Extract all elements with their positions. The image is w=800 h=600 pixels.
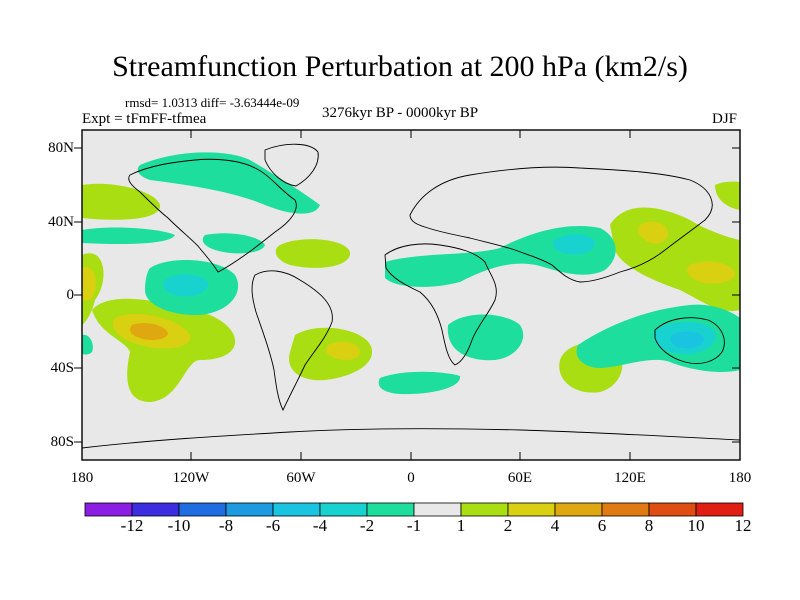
colorbar (84, 502, 744, 517)
colorbar-label: -10 (167, 516, 191, 535)
colorbar-swatch (695, 502, 744, 517)
y-label-0: 0 (66, 287, 75, 303)
season-label: DJF (712, 111, 738, 127)
contour-region (82, 334, 93, 355)
colorbar-swatch (131, 502, 180, 517)
contour-region (715, 181, 740, 210)
colorbar-label: -8 (218, 516, 234, 535)
stats-text: rmsd= 1.0313 diff= -3.63444e-09 (125, 95, 300, 110)
x-label-60e: 60E (507, 470, 533, 486)
coastline-eurasia (409, 166, 713, 283)
coastlines (82, 143, 740, 449)
contour-region (637, 221, 668, 244)
contour-region (326, 341, 360, 360)
contour-region (202, 233, 265, 254)
colorbar-swatch (84, 502, 133, 517)
colorbar-swatch (507, 502, 556, 517)
colorbar-swatch (225, 502, 274, 517)
contour-region (275, 239, 351, 268)
colorbar-swatch (366, 502, 415, 517)
colorbar-swatch (178, 502, 227, 517)
colorbar-label: -2 (359, 516, 375, 535)
contour-region (82, 267, 96, 301)
coastline-greenland (264, 143, 319, 187)
colorbar-swatch (601, 502, 650, 517)
contour-region (670, 331, 705, 349)
colorbar-label: -6 (265, 516, 281, 535)
colorbar-swatch (319, 502, 368, 517)
y-label-40s: 40S (50, 360, 74, 376)
colorbar-label: 6 (597, 516, 607, 535)
colorbar-swatch (413, 502, 462, 517)
colorbar-swatch (272, 502, 321, 517)
x-label-60w: 60W (286, 470, 316, 486)
x-label-0: 0 (407, 470, 415, 486)
colorbar-label: -12 (120, 516, 144, 535)
plot-title: Streamfunction Perturbation at 200 hPa (… (112, 50, 688, 83)
x-label-180w: 180 (70, 470, 94, 486)
contour-region (447, 314, 524, 361)
contour-region (163, 274, 209, 297)
colorbar-swatch (648, 502, 697, 517)
coastline-antarctica (82, 428, 740, 449)
contour-region (82, 227, 175, 245)
coastline-south-america (251, 270, 333, 412)
experiment-label: Expt = tFmFF-tfmea (82, 111, 207, 127)
colorbar-swatch (460, 502, 509, 517)
contour-region (130, 322, 168, 341)
colorbar-label: -4 (312, 516, 328, 535)
colorbar-label: -1 (406, 516, 422, 535)
colorbar-label: 8 (644, 516, 654, 535)
period-label: 3276kyr BP - 0000kyr BP (322, 105, 479, 121)
contour-region (687, 261, 736, 284)
colorbar-swatch (554, 502, 603, 517)
colorbar-label: 4 (550, 516, 560, 535)
y-label-40n: 40N (48, 214, 74, 230)
x-label-120e: 120E (614, 470, 646, 486)
axis-ticks (74, 130, 740, 460)
contour-region (137, 152, 320, 214)
coastline-africa (384, 243, 497, 366)
colorbar-label: 1 (456, 516, 466, 535)
coastline-australia (654, 317, 725, 364)
y-label-80n: 80N (48, 140, 74, 156)
x-label-180e: 180 (728, 470, 752, 486)
coastline-north-america (128, 158, 297, 273)
contour-region (553, 234, 596, 255)
colorbar-label: 2 (503, 516, 513, 535)
y-label-80s: 80S (50, 434, 74, 450)
colorbar-label: 10 (687, 516, 705, 535)
contour-region (378, 371, 461, 395)
colorbar-label: 12 (734, 516, 752, 535)
x-label-120w: 120W (172, 470, 210, 486)
